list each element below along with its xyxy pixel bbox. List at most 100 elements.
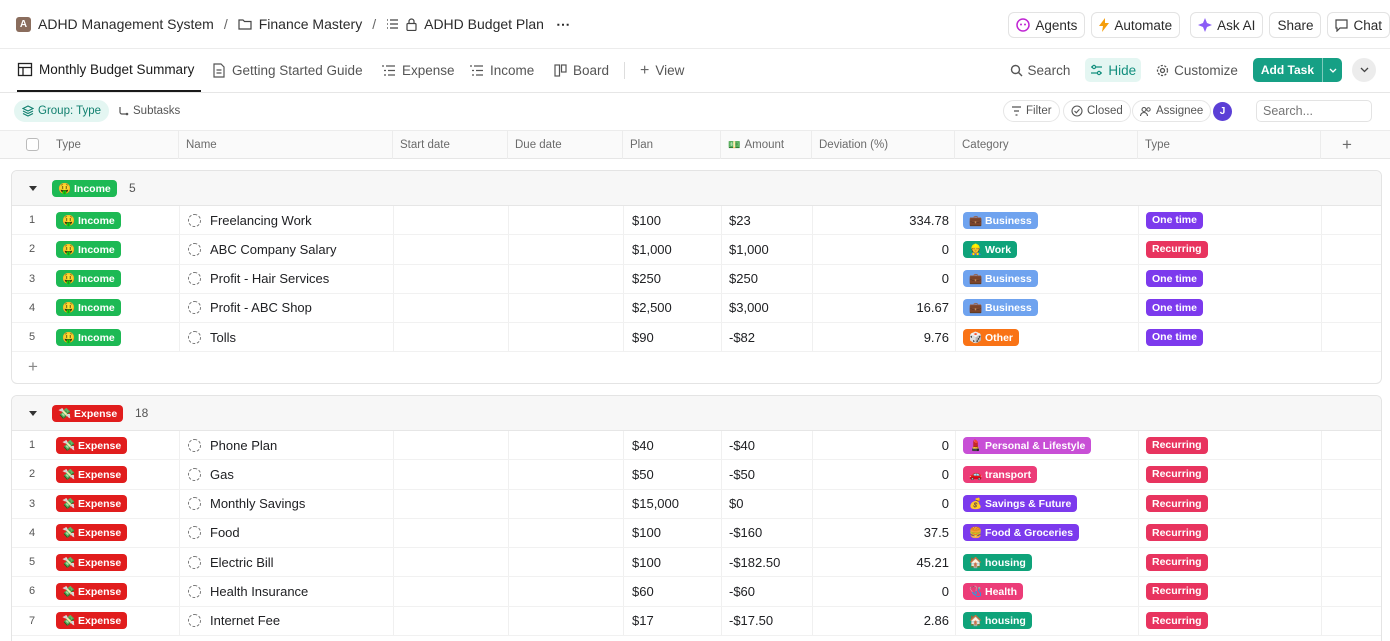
type-cell[interactable]: 🤑 Income <box>52 323 180 352</box>
hide-button[interactable]: Hide <box>1085 58 1142 82</box>
name-cell[interactable]: Monthly Savings <box>180 489 394 518</box>
table-row[interactable]: 4 🤑 Income Profit - ABC Shop $2,500 $3,000 16… <box>12 293 1381 323</box>
status-circle-icon[interactable] <box>188 438 201 452</box>
plan-cell[interactable]: $100 <box>624 518 722 547</box>
name-cell[interactable]: Phone Plan <box>180 431 394 460</box>
category-tag[interactable]: 🏠 housing <box>963 612 1032 630</box>
collapse-caret-icon[interactable] <box>29 411 37 416</box>
plan-cell[interactable]: $15,000 <box>624 489 722 518</box>
due-date-cell[interactable] <box>509 489 624 518</box>
tab-monthly-budget-summary[interactable]: Monthly Budget Summary <box>17 49 201 92</box>
status-circle-icon[interactable] <box>188 213 201 227</box>
customize-button[interactable]: Customize <box>1151 58 1243 82</box>
due-date-cell[interactable] <box>509 323 624 352</box>
breadcrumb-folder[interactable]: Finance Mastery <box>258 16 363 32</box>
type-cell[interactable]: 💸 Expense <box>52 548 180 577</box>
name-cell[interactable]: Electric Bill <box>180 548 394 577</box>
amount-cell[interactable]: -$160 <box>722 518 813 547</box>
recurrence-tag[interactable]: Recurring <box>1146 465 1208 483</box>
type-dropdown-cell[interactable]: One time <box>1139 206 1322 235</box>
category-tag[interactable]: 💼 Business <box>963 211 1038 229</box>
category-tag[interactable]: 🚗 transport <box>963 465 1038 483</box>
due-date-cell[interactable] <box>509 264 624 293</box>
column-header-amount[interactable]: 💵 Amount <box>721 131 812 159</box>
category-cell[interactable]: 💰 Savings & Future <box>956 489 1139 518</box>
due-date-cell[interactable] <box>509 577 624 606</box>
group-tag-income[interactable]: 🤑 Income <box>52 180 117 197</box>
category-tag[interactable]: 🎲 Other <box>963 328 1019 346</box>
filter-chip[interactable]: Filter <box>1003 100 1060 122</box>
table-row[interactable]: 3 💸 Expense Monthly Savings $15,000 $0 0 💰 Sav… <box>12 489 1381 519</box>
type-cell[interactable]: 💸 Expense <box>52 606 180 635</box>
task-name[interactable]: Profit - Hair Services <box>210 271 330 287</box>
recurrence-tag[interactable]: Recurring <box>1146 495 1208 513</box>
task-name[interactable]: Internet Fee <box>210 613 281 629</box>
type-tag[interactable]: 🤑 Income <box>56 270 121 288</box>
status-circle-icon[interactable] <box>188 242 201 256</box>
add-task-row[interactable]: + <box>12 352 1381 381</box>
more-icon[interactable]: ⋯ <box>555 15 570 32</box>
status-circle-icon[interactable] <box>188 272 201 286</box>
type-cell[interactable]: 💸 Expense <box>52 460 180 489</box>
status-circle-icon[interactable] <box>188 555 201 569</box>
name-cell[interactable]: Freelancing Work <box>180 206 394 235</box>
group-by-chip[interactable]: Group: Type <box>14 100 110 122</box>
category-tag[interactable]: 🍔 Food & Groceries <box>963 524 1080 542</box>
plan-cell[interactable]: $100 <box>624 548 722 577</box>
type-tag[interactable]: 🤑 Income <box>56 299 121 317</box>
closed-chip[interactable]: Closed <box>1063 100 1131 122</box>
type-dropdown-cell[interactable]: Recurring <box>1139 431 1322 460</box>
group-tag-expense[interactable]: 💸 Expense <box>52 405 124 422</box>
chevron-down-icon[interactable] <box>1322 58 1342 82</box>
plan-cell[interactable]: $90 <box>624 323 722 352</box>
type-tag[interactable]: 💸 Expense <box>56 524 128 542</box>
amount-cell[interactable]: -$82 <box>722 323 813 352</box>
category-tag[interactable]: 💰 Savings & Future <box>963 495 1078 513</box>
amount-cell[interactable]: -$17.50 <box>722 606 813 635</box>
plan-cell[interactable]: $250 <box>624 264 722 293</box>
amount-cell[interactable]: $1,000 <box>722 235 813 264</box>
type-tag[interactable]: 💸 Expense <box>56 612 128 630</box>
column-header-category[interactable]: Category <box>955 131 1138 159</box>
plan-cell[interactable]: $1,000 <box>624 235 722 264</box>
share-button[interactable]: Share <box>1269 12 1322 38</box>
amount-cell[interactable]: -$182.50 <box>722 548 813 577</box>
table-row[interactable]: 1 💸 Expense Phone Plan $40 -$40 0 💄 Personal &… <box>12 431 1381 461</box>
search-tasks-input[interactable] <box>1256 100 1372 122</box>
name-cell[interactable]: Profit - ABC Shop <box>180 293 394 322</box>
task-name[interactable]: Phone Plan <box>210 437 278 453</box>
table-row[interactable]: 1 🤑 Income Freelancing Work $100 $23 334.78 💼 … <box>12 206 1381 236</box>
category-cell[interactable]: 💼 Business <box>956 264 1139 293</box>
task-name[interactable]: Health Insurance <box>210 583 309 599</box>
table-row[interactable]: 5 💸 Expense Electric Bill $100 -$182.50 45.21… <box>12 548 1381 578</box>
due-date-cell[interactable] <box>509 206 624 235</box>
start-date-cell[interactable] <box>394 489 509 518</box>
start-date-cell[interactable] <box>394 323 509 352</box>
category-cell[interactable]: 💼 Business <box>956 206 1139 235</box>
due-date-cell[interactable] <box>509 606 624 635</box>
due-date-cell[interactable] <box>509 518 624 547</box>
amount-cell[interactable]: -$50 <box>722 460 813 489</box>
type-cell[interactable]: 🤑 Income <box>52 264 180 293</box>
category-cell[interactable]: 🎲 Other <box>956 323 1139 352</box>
type-dropdown-cell[interactable]: Recurring <box>1139 606 1322 635</box>
type-tag[interactable]: 💸 Expense <box>56 495 128 513</box>
tab-board[interactable]: Board <box>554 49 609 92</box>
due-date-cell[interactable] <box>509 431 624 460</box>
category-cell[interactable]: 🚗 transport <box>956 460 1139 489</box>
column-header-type[interactable]: Type <box>49 131 179 159</box>
type-tag[interactable]: 💸 Expense <box>56 553 128 571</box>
ask-ai-button[interactable]: Ask AI <box>1190 12 1264 38</box>
workspace-avatar[interactable]: A <box>16 16 31 32</box>
type-dropdown-cell[interactable]: Recurring <box>1139 518 1322 547</box>
name-cell[interactable]: Gas <box>180 460 394 489</box>
status-circle-icon[interactable] <box>188 614 201 628</box>
category-tag[interactable]: 💄 Personal & Lifestyle <box>963 436 1092 454</box>
recurrence-tag[interactable]: One time <box>1146 211 1203 229</box>
breadcrumb-workspace[interactable]: ADHD Management System <box>38 16 214 32</box>
select-all-checkbox[interactable] <box>26 138 39 151</box>
start-date-cell[interactable] <box>394 548 509 577</box>
start-date-cell[interactable] <box>394 577 509 606</box>
name-cell[interactable]: ABC Company Salary <box>180 235 394 264</box>
type-dropdown-cell[interactable]: Recurring <box>1139 548 1322 577</box>
